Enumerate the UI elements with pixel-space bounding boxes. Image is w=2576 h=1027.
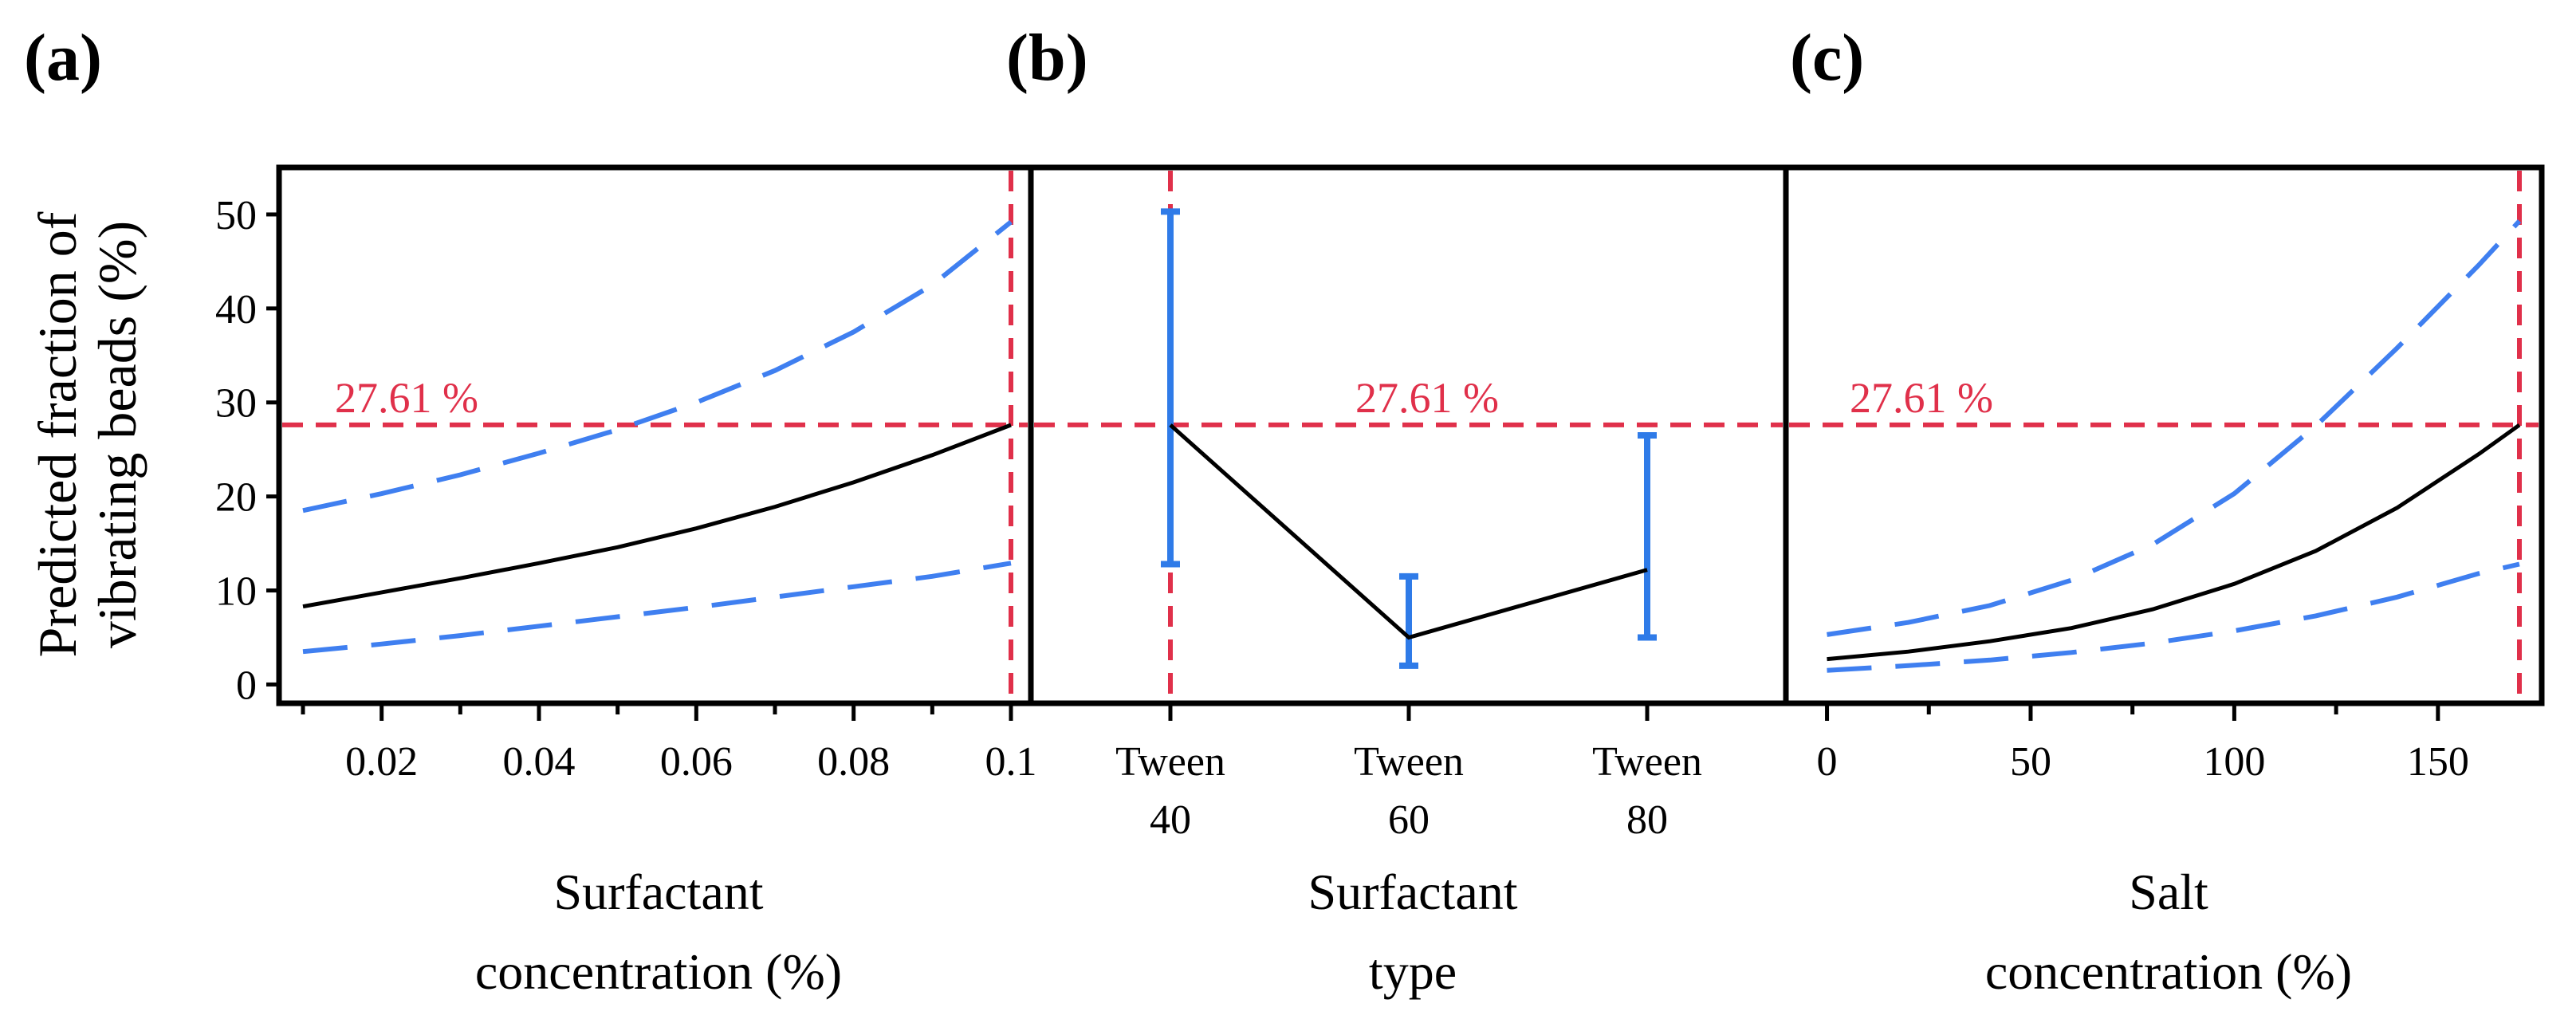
reference-value-label: 27.61 %	[1355, 374, 1499, 422]
panel-b-x-title-line2: type	[1369, 943, 1457, 1000]
x-tick-label: 0.04	[503, 739, 576, 785]
prediction-line	[1827, 423, 2521, 662]
y-axis-title-line2: vibrating beads (%)	[87, 221, 147, 648]
panel-a-x-title-line2: concentration (%)	[475, 943, 842, 1000]
ci-line	[1827, 219, 2522, 637]
x-tick-label: Tween	[1115, 739, 1225, 785]
x-tick-label: Tween	[1354, 739, 1464, 785]
panel-frame-a	[276, 164, 1034, 706]
y-tick-label: 30	[215, 381, 257, 427]
ci-line	[1827, 561, 2520, 673]
x-tick-label: 50	[2010, 739, 2051, 785]
x-tick-label: 40	[1150, 797, 1191, 843]
reference-value-label: 27.61 %	[335, 374, 478, 422]
panel-label-b: (b)	[1006, 21, 1088, 95]
panel-a-x-title-line1: Surfactant	[554, 864, 764, 920]
x-tick-label: 0.06	[660, 739, 733, 785]
prediction-line	[1169, 423, 1648, 640]
y-tick-label: 10	[215, 569, 257, 615]
ci-line	[302, 220, 1013, 514]
x-tick-label: 60	[1388, 797, 1430, 843]
x-tick-label: Tween	[1592, 739, 1702, 785]
x-tick-label: 80	[1626, 797, 1668, 843]
x-tick-label: 0.08	[817, 739, 890, 785]
panel-label-c: (c)	[1790, 21, 1864, 95]
panel-b-x-title-line1: Surfactant	[1308, 864, 1518, 920]
y-axis-title-line1: Predicted fraction of	[27, 211, 88, 657]
x-tick-label: 100	[2203, 739, 2265, 785]
x-tick-label: 0.1	[985, 739, 1037, 785]
y-tick-label: 0	[236, 663, 257, 708]
panel-c-x-title-line2: concentration (%)	[1985, 943, 2352, 1000]
reference-value-label: 27.61 %	[1850, 374, 1993, 422]
y-tick-label: 20	[215, 475, 257, 521]
x-tick-label: 0.02	[345, 739, 418, 785]
panel-frame-c	[1783, 164, 2545, 706]
x-tick-label: 0	[1817, 739, 1838, 785]
x-tick-label: 150	[2407, 739, 2469, 785]
panel-label-a: (a)	[24, 21, 102, 95]
ci-line	[302, 561, 1012, 655]
y-tick-label: 40	[215, 287, 257, 332]
prediction-line	[302, 423, 1012, 609]
panel-c-x-title-line1: Salt	[2129, 864, 2208, 920]
y-tick-label: 50	[215, 193, 257, 238]
